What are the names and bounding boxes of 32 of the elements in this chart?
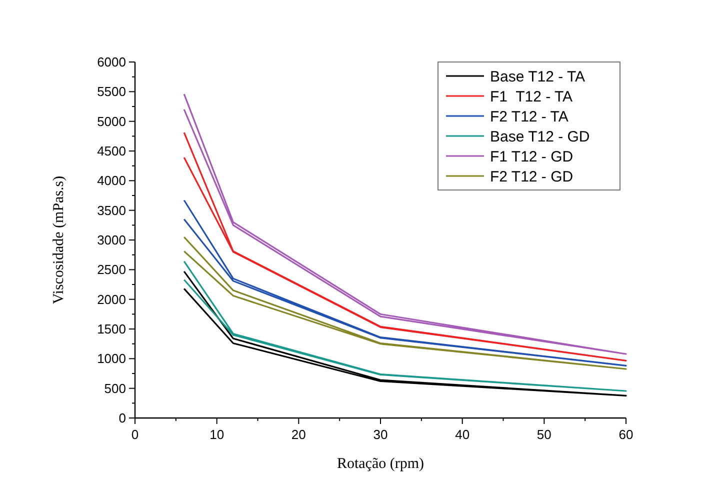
legend-label: F1 T12 - GD [490, 148, 574, 166]
legend-label: Base T12 - GD [490, 128, 590, 146]
x-tick-label: 50 [536, 427, 552, 442]
x-axis-title: Rotação (rpm) [336, 456, 424, 472]
y-tick-label: 0 [118, 410, 126, 426]
line-series [183, 132, 627, 362]
y-tick-label: 6000 [97, 54, 126, 70]
line-series [183, 93, 627, 355]
line-series [183, 236, 627, 370]
y-tick-label: 2000 [97, 292, 126, 307]
legend-label: F2 T12 - TA [490, 108, 568, 126]
line-series [183, 199, 627, 366]
y-axis-title: Viscosidade (mPas.s) [51, 176, 67, 304]
y-tick-label: 1500 [97, 322, 126, 337]
y-tick-label: 2500 [97, 262, 126, 278]
x-tick-label: 40 [455, 427, 470, 442]
y-tick-label: 5000 [97, 114, 126, 129]
y-tick-label: 4500 [97, 144, 126, 159]
x-tick-label: 60 [618, 427, 634, 442]
legend-label: Base T12 - TA [490, 68, 586, 86]
x-tick-label: 30 [373, 427, 388, 442]
y-tick-label: 3000 [97, 232, 126, 248]
y-tick-label: 4000 [97, 173, 126, 188]
x-tick-label: 10 [210, 427, 224, 442]
y-tick-label: 500 [104, 380, 126, 396]
y-tick-label: 5500 [97, 84, 126, 100]
y-tick-label: 1000 [97, 351, 126, 366]
legend-label: F1 T12 - TA [490, 88, 573, 106]
x-tick-label: 20 [291, 427, 306, 442]
x-tick-label: 0 [131, 427, 139, 442]
y-tick-label: 3500 [97, 202, 126, 218]
legend-label: F2 T12 - GD [490, 168, 574, 186]
